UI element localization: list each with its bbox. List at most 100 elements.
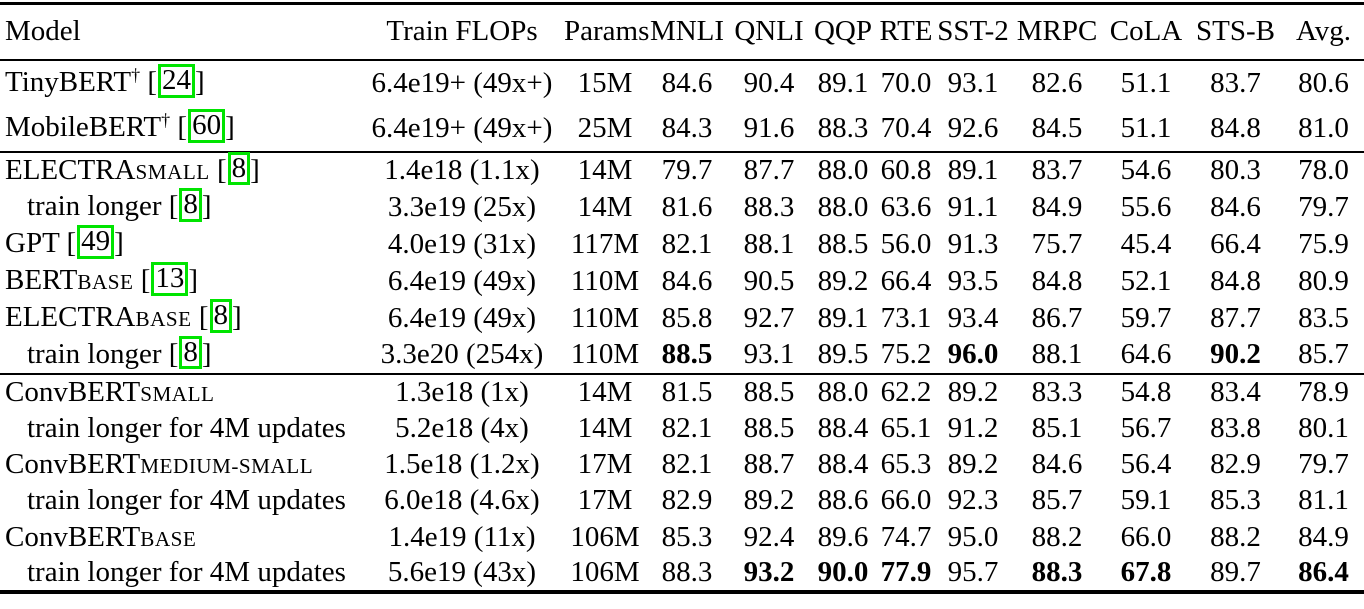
score-cell: 78.9 bbox=[1298, 375, 1349, 408]
model-name-text: train longer [ bbox=[27, 190, 179, 223]
score-cell: 84.6 bbox=[661, 264, 713, 297]
citation-link[interactable]: 8 bbox=[209, 299, 233, 333]
score-cell: 59.1 bbox=[1120, 484, 1172, 517]
model-name-text: ELECTRA bbox=[5, 153, 136, 186]
score-cell: 88.1 bbox=[1031, 338, 1083, 370]
score-cell: 88.4 bbox=[817, 447, 869, 480]
model-name-text: ] bbox=[250, 153, 260, 186]
score-cell: 66.4 bbox=[1210, 227, 1261, 260]
params-cell: 17M bbox=[577, 447, 633, 480]
model-name-text: ConvBERT bbox=[5, 520, 141, 553]
flops-cell: 1.4e19 (11x) bbox=[388, 520, 536, 553]
flops-cell: 1.3e18 (1x) bbox=[395, 375, 529, 408]
score-cell: 92.6 bbox=[947, 111, 999, 144]
table-row: train longer for 4M updates 6.0e18 (4.6x)… bbox=[0, 483, 1364, 519]
score-cell: 88.1 bbox=[743, 227, 795, 260]
citation-link[interactable]: 13 bbox=[151, 262, 189, 296]
score-cell: 89.6 bbox=[817, 520, 869, 553]
model-name-text: MobileBERT bbox=[5, 111, 162, 144]
score-cell: 62.2 bbox=[880, 375, 932, 408]
score-cell: 83.7 bbox=[1031, 154, 1083, 186]
score-cell: 74.7 bbox=[880, 520, 932, 553]
table-row: train longer [8] 3.3e20 (254x) 110M 88.5 93.… bbox=[0, 335, 1364, 374]
score-cell: 83.4 bbox=[1210, 375, 1261, 408]
score-cell: 88.6 bbox=[817, 484, 869, 517]
paper-table-figure: Model Train FLOPs Params MNLI QNLI QQP R… bbox=[0, 2, 1364, 594]
model-cell: GPT [49] bbox=[0, 225, 360, 263]
score-cell: 60.8 bbox=[880, 154, 932, 186]
score-cell: 89.2 bbox=[743, 484, 795, 517]
model-cell: train longer for 4M updates bbox=[0, 483, 360, 519]
score-cell: 88.2 bbox=[1210, 520, 1261, 553]
score-cell: 83.8 bbox=[1210, 411, 1261, 444]
score-cell: 83.3 bbox=[1031, 375, 1083, 408]
score-cell: 93.1 bbox=[743, 338, 795, 370]
score-cell: 75.7 bbox=[1031, 227, 1083, 260]
model-cell: TinyBERT† [24] bbox=[0, 60, 360, 106]
citation-link[interactable]: 60 bbox=[188, 109, 226, 143]
score-cell: 84.6 bbox=[1210, 190, 1261, 223]
score-cell: 84.5 bbox=[1031, 111, 1083, 144]
score-cell: 45.4 bbox=[1120, 227, 1172, 260]
score-cell: 93.5 bbox=[947, 264, 999, 297]
flops-cell: 5.2e18 (4x) bbox=[395, 411, 529, 444]
table-row: train longer for 4M updates 5.6e19 (43x) 1… bbox=[0, 555, 1364, 591]
model-name-text: ConvBERT bbox=[5, 447, 141, 480]
params-cell: 110M bbox=[570, 338, 640, 370]
citation-link[interactable]: 8 bbox=[179, 188, 202, 222]
model-name-text: BERT bbox=[5, 264, 78, 297]
score-cell: 65.3 bbox=[880, 447, 932, 480]
citation-link[interactable]: 8 bbox=[179, 335, 202, 370]
score-cell: 81.1 bbox=[1298, 484, 1349, 517]
score-cell: 88.0 bbox=[817, 154, 869, 186]
model-cell: train longer [8] bbox=[0, 188, 360, 226]
score-cell: 82.9 bbox=[1210, 447, 1261, 480]
col-header-mnli: MNLI bbox=[649, 15, 725, 48]
score-cell: 90.4 bbox=[743, 66, 795, 99]
score-cell: 88.5 bbox=[743, 411, 795, 444]
table-row: train longer [8] 3.3e19 (25x) 14M 81.6 88.3 8… bbox=[0, 188, 1364, 226]
model-name-text: GPT [ bbox=[5, 227, 77, 260]
score-cell: 56.4 bbox=[1120, 447, 1172, 480]
col-header-avg: Avg. bbox=[1295, 15, 1352, 48]
model-name-text: BASE bbox=[140, 526, 197, 551]
flops-cell: 4.0e19 (31x) bbox=[387, 227, 537, 260]
results-table: Model Train FLOPs Params MNLI QNLI QQP R… bbox=[0, 2, 1364, 594]
score-cell: 88.3 bbox=[1031, 556, 1083, 589]
table-row: GPT [49] 4.0e19 (31x) 117M 82.1 88.1 88.5 56.0… bbox=[0, 225, 1364, 263]
score-cell: 80.6 bbox=[1298, 66, 1349, 99]
score-cell: 84.6 bbox=[1031, 447, 1083, 480]
score-cell: 88.3 bbox=[743, 190, 795, 223]
table-section-convbert: ConvBERTSMALL 1.3e18 (1x) 14M 81.5 88.5 88.0 6… bbox=[0, 373, 1364, 592]
score-cell: 51.1 bbox=[1120, 111, 1172, 144]
citation-link[interactable]: 49 bbox=[77, 225, 115, 259]
score-cell: 86.4 bbox=[1298, 556, 1349, 589]
score-cell: 84.8 bbox=[1210, 264, 1261, 297]
table-row: BERTBASE [13] 6.4e19 (49x) 110M 84.6 90.5 89.… bbox=[0, 262, 1364, 300]
table-row: TinyBERT† [24] 6.4e19+ (49x+) 15M 84.6 90.4 8… bbox=[0, 60, 1364, 106]
model-name-text: ] bbox=[201, 337, 212, 370]
col-header-model: Model bbox=[5, 15, 81, 48]
col-header-cola: CoLA bbox=[1109, 15, 1183, 48]
model-name-text: ] bbox=[114, 227, 124, 260]
col-header-sst2: SST-2 bbox=[937, 15, 1009, 48]
col-header-mrpc: MRPC bbox=[1016, 15, 1098, 48]
score-cell: 88.7 bbox=[743, 447, 795, 480]
score-cell: 79.7 bbox=[1298, 190, 1349, 223]
score-cell: 88.2 bbox=[1031, 520, 1083, 553]
flops-cell: 3.3e20 (254x) bbox=[380, 338, 544, 370]
score-cell: 88.3 bbox=[817, 111, 869, 144]
score-cell: 70.4 bbox=[880, 111, 932, 144]
params-cell: 117M bbox=[570, 227, 640, 260]
citation-link[interactable]: 8 bbox=[227, 151, 251, 186]
score-cell: 90.5 bbox=[743, 264, 795, 297]
model-name-text: [ bbox=[170, 111, 188, 144]
citation-link[interactable]: 24 bbox=[158, 64, 196, 98]
header-row: Model Train FLOPs Params MNLI QNLI QQP R… bbox=[0, 4, 1364, 60]
params-cell: 14M bbox=[577, 154, 633, 186]
score-cell: 88.5 bbox=[661, 338, 713, 370]
params-cell: 25M bbox=[577, 111, 633, 144]
model-name-text: ELECTRA bbox=[5, 301, 136, 334]
params-cell: 14M bbox=[577, 190, 633, 223]
model-name-text: [ bbox=[133, 264, 151, 297]
